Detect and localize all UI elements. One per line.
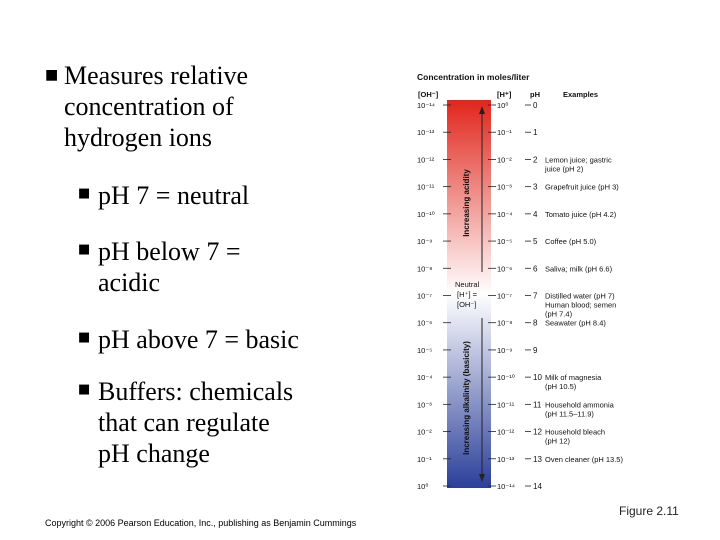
example-text: (pH 7.4)	[545, 310, 573, 319]
h-value: 10⁻⁶	[497, 264, 512, 273]
h-value: 10⁻¹²	[497, 428, 515, 437]
example-text: Saliva; milk (pH 6.6)	[545, 264, 613, 273]
h-value: 10⁻⁹	[497, 346, 513, 355]
oh-value: 10⁻⁷	[417, 292, 432, 301]
ph-value: 6	[533, 264, 538, 273]
ph-value: 14	[533, 482, 542, 491]
bullet-line: Buffers: chemicals	[98, 377, 294, 406]
figure-label: Figure 2.11	[619, 504, 679, 518]
ph-value: 5	[533, 237, 538, 246]
example-text: Seawater (pH 8.4)	[545, 319, 606, 328]
oh-value: 10⁻⁹	[417, 237, 433, 246]
h-value: 10⁻¹⁴	[497, 482, 515, 491]
example-text: Grapefruit juice (pH 3)	[545, 183, 619, 192]
example-text: Distilled water (pH 7)	[545, 292, 615, 301]
oh-value: 10⁻⁸	[417, 264, 432, 273]
oh-value: 10⁻¹²	[417, 155, 435, 164]
column-header-examples: Examples	[563, 90, 598, 99]
h-value: 10⁻¹	[497, 128, 512, 137]
ph-value: 12	[533, 428, 542, 437]
bullet-line: acidic	[98, 267, 161, 297]
square-bullet-icon: ■	[45, 67, 59, 83]
example-text: Coffee (pH 5.0)	[545, 237, 597, 246]
bullet-line: pH below 7 =	[98, 237, 241, 266]
ph-value: 2	[533, 155, 538, 164]
acidity-arrowhead-icon	[479, 106, 485, 114]
h-value: 10⁻¹⁰	[497, 373, 515, 382]
oh-value: 10⁰	[417, 482, 428, 491]
h-value: 10⁻³	[497, 183, 512, 192]
bullet-sub: ■ pH below 7 = acidic	[78, 237, 240, 299]
square-bullet-icon: ■	[78, 186, 91, 201]
ph-rows: 10⁻¹⁴ 10⁰ 0 10⁻¹³ 10⁻¹ 1 10⁻¹² 10⁻² 2 Lemon juice…	[417, 101, 623, 491]
h-value: 10⁻¹³	[497, 455, 515, 464]
column-header-h: [H⁺]	[497, 90, 512, 99]
h-value: 10⁻⁵	[497, 237, 512, 246]
oh-value: 10⁻⁴	[417, 373, 433, 382]
h-value: 10⁻⁴	[497, 210, 513, 219]
alkalinity-arrowhead-icon	[479, 474, 485, 482]
oh-value: 10⁻⁵	[417, 346, 432, 355]
h-value: 10⁻²	[497, 155, 512, 164]
example-text: Household bleach	[545, 428, 605, 437]
example-text: Household ammonia	[545, 400, 615, 409]
ph-value: 7	[533, 292, 538, 301]
example-text: Oven cleaner (pH 13.5)	[545, 455, 623, 464]
bullet-main: ■ Measures relative concentration of hyd…	[45, 61, 248, 154]
bullet-line: hydrogen ions	[64, 122, 213, 152]
neutral-label: [OH⁻]	[457, 300, 476, 309]
bullet-line: pH change	[98, 438, 210, 468]
neutral-label: Neutral	[455, 280, 480, 289]
example-text: (pH 10.5)	[545, 382, 577, 391]
ph-value: 3	[533, 183, 538, 192]
copyright-text: Copyright © 2006 Pearson Education, Inc.…	[45, 518, 357, 528]
ph-gradient-bar	[447, 100, 491, 488]
oh-value: 10⁻¹	[417, 455, 432, 464]
oh-value: 10⁻³	[417, 400, 432, 409]
bullet-line: Measures relative	[64, 61, 249, 90]
square-bullet-icon: ■	[78, 382, 91, 397]
oh-value: 10⁻¹⁴	[417, 101, 435, 110]
bullet-sub: ■ Buffers: chemicals that can regulate p…	[78, 377, 293, 470]
neutral-label: [H⁺] =	[457, 290, 478, 299]
oh-value: 10⁻¹¹	[417, 183, 435, 192]
h-value: 10⁻¹¹	[497, 400, 515, 409]
oh-value: 10⁻¹⁰	[417, 210, 435, 219]
square-bullet-icon: ■	[78, 242, 91, 257]
ph-value: 8	[533, 319, 538, 328]
bullet-line: pH 7 = neutral	[98, 181, 250, 210]
example-text: (pH 12)	[545, 437, 571, 446]
ph-value: 9	[533, 346, 538, 355]
h-value: 10⁰	[497, 101, 508, 110]
example-text: Human blood; semen	[545, 301, 616, 310]
alkalinity-label: Increasing alkalinity (basicity)	[462, 341, 471, 455]
bullet-line: concentration of	[64, 91, 234, 121]
oh-value: 10⁻²	[417, 428, 432, 437]
bullet-line: pH above 7 = basic	[98, 325, 299, 354]
ph-value: 4	[533, 210, 538, 219]
oh-value: 10⁻⁶	[417, 319, 432, 328]
example-text: Lemon juice; gastric	[545, 155, 612, 164]
example-text: juice (pH 2)	[544, 164, 584, 173]
bullet-sub: ■ pH 7 = neutral	[78, 181, 249, 212]
bullet-sub: ■ pH above 7 = basic	[78, 325, 299, 356]
square-bullet-icon: ■	[78, 330, 91, 345]
oh-value: 10⁻¹³	[417, 128, 435, 137]
h-value: 10⁻⁸	[497, 319, 512, 328]
ph-value: 1	[533, 128, 538, 137]
h-value: 10⁻⁷	[497, 292, 512, 301]
example-text: (pH 11.5–11.9)	[545, 409, 594, 418]
ph-value: 13	[533, 455, 542, 464]
ph-value: 0	[533, 101, 538, 110]
example-text: Tomato juice (pH 4.2)	[545, 210, 617, 219]
column-header-ph: pH	[530, 90, 540, 99]
column-header-oh: [OH⁻]	[418, 90, 439, 99]
ph-value: 10	[533, 373, 542, 382]
acidity-label: Increasing acidity	[462, 169, 471, 237]
example-text: Milk of magnesia	[545, 373, 602, 382]
figure-title: Concentration in moles/liter	[417, 72, 530, 82]
bullet-line: that can regulate	[98, 407, 270, 437]
ph-value: 11	[533, 400, 542, 409]
